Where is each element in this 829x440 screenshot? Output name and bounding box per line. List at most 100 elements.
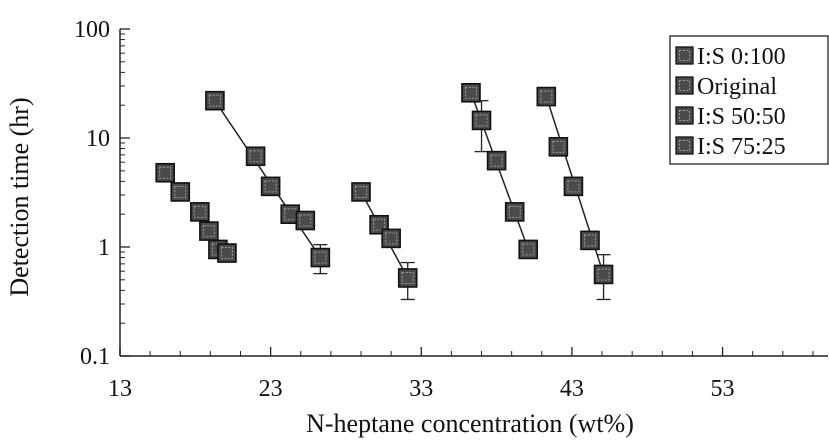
legend-swatch-texture — [679, 50, 690, 61]
series — [351, 182, 418, 301]
x-tick-label: 33 — [409, 376, 433, 402]
marker-texture — [540, 90, 553, 103]
series — [155, 162, 237, 263]
marker-box — [536, 86, 557, 107]
legend-swatch — [675, 136, 694, 155]
data-point — [504, 202, 525, 222]
marker-texture — [583, 234, 596, 247]
marker-box — [205, 90, 225, 111]
marker-texture — [522, 243, 535, 256]
x-tick-label: 23 — [259, 376, 283, 402]
marker-texture — [249, 150, 262, 163]
marker-texture — [567, 180, 580, 193]
legend-swatch-box — [675, 106, 694, 125]
data-point — [260, 176, 281, 197]
marker-box — [518, 239, 539, 260]
marker-box — [548, 137, 569, 157]
marker-texture — [174, 185, 187, 198]
marker-texture — [508, 205, 521, 218]
series — [205, 90, 331, 275]
legend-swatch-box — [675, 136, 694, 155]
marker-box — [245, 146, 266, 167]
legend-box — [669, 35, 829, 165]
marker-texture — [299, 214, 312, 227]
marker-box — [351, 182, 371, 202]
data-point — [536, 86, 557, 107]
marker-box — [397, 268, 418, 288]
series — [536, 86, 614, 301]
marker-box — [580, 230, 600, 251]
marker-texture — [193, 205, 206, 218]
data-point — [199, 221, 219, 241]
plot-area — [155, 82, 614, 301]
marker-texture — [355, 185, 368, 198]
legend-swatch-texture — [679, 110, 690, 121]
data-point — [563, 176, 584, 197]
marker-texture — [401, 271, 414, 284]
marker-box — [170, 182, 191, 202]
marker-texture — [552, 140, 565, 153]
data-point — [310, 247, 331, 268]
marker-box — [190, 202, 210, 222]
marker-texture — [597, 268, 610, 281]
legend-swatch — [675, 106, 694, 125]
data-point — [461, 82, 481, 103]
data-point — [548, 137, 569, 157]
legend: I:S 0:100 Original I:S 50:50 I:S 75:25 — [669, 35, 829, 165]
data-point — [471, 110, 492, 131]
marker-texture — [464, 86, 477, 99]
x-tick-label: 53 — [711, 376, 735, 402]
legend-swatch-box — [675, 46, 694, 65]
x-tick-label: 13 — [108, 376, 132, 402]
data-point — [381, 228, 401, 249]
marker-texture — [220, 247, 233, 260]
y-tick-label: 0.1 — [80, 344, 110, 370]
marker-texture — [385, 232, 398, 245]
marker-box — [504, 202, 525, 222]
marker-box — [295, 210, 316, 231]
axes: 0.1 1 10 100 13 23 33 43 53 — [74, 17, 828, 402]
marker-texture — [202, 225, 215, 238]
data-point — [397, 268, 418, 288]
legend-label: I:S 50:50 — [697, 104, 786, 130]
legend-swatch — [675, 46, 694, 65]
marker-texture — [373, 218, 386, 231]
marker-texture — [314, 251, 327, 264]
y-tick-label: 10 — [86, 126, 110, 152]
x-tick-label: 43 — [560, 376, 584, 402]
y-axis-title: Detection time (hr) — [5, 97, 34, 296]
marker-texture — [208, 94, 221, 107]
marker-box — [486, 150, 507, 171]
marker-box — [217, 243, 237, 263]
marker-box — [563, 176, 584, 197]
data-point — [217, 243, 237, 263]
data-point — [190, 202, 210, 222]
marker-texture — [284, 208, 297, 221]
data-point — [518, 239, 539, 260]
legend-swatch — [675, 76, 694, 95]
data-point — [205, 90, 225, 111]
marker-box — [260, 176, 281, 197]
marker-box — [155, 162, 175, 183]
marker-texture — [159, 166, 172, 179]
legend-label: I:S 0:100 — [697, 44, 786, 70]
data-point — [593, 264, 614, 285]
legend-label: I:S 75:25 — [697, 134, 786, 160]
y-tick-label: 100 — [74, 17, 110, 43]
x-axis-title: N-heptane concentration (wt%) — [306, 409, 634, 438]
legend-swatch-texture — [679, 80, 690, 91]
marker-box — [310, 247, 331, 268]
marker-texture — [475, 114, 488, 127]
data-point — [170, 182, 191, 202]
data-point — [245, 146, 266, 167]
marker-box — [461, 82, 481, 103]
marker-texture — [490, 154, 503, 167]
series — [461, 82, 539, 260]
legend-swatch-box — [675, 76, 694, 95]
legend-label: Original — [697, 74, 777, 100]
marker-texture — [264, 180, 277, 193]
data-point — [295, 210, 316, 231]
legend-swatch-texture — [679, 140, 690, 151]
marker-box — [471, 110, 492, 131]
